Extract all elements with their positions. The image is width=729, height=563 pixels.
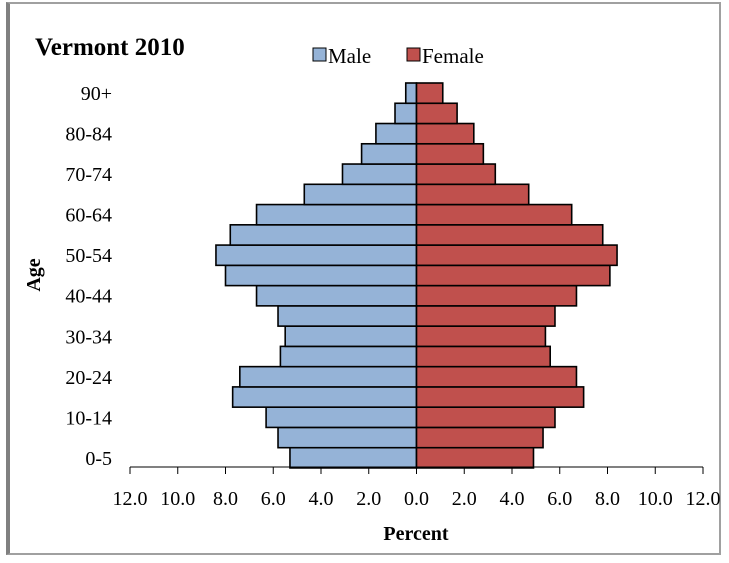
bar-female-5-9: [415, 426, 544, 449]
bar-male-25-29: [279, 345, 418, 368]
chart-title: Vermont 2010: [35, 34, 185, 61]
bar-female-90+: [415, 82, 444, 105]
bar-female-60-64: [415, 203, 573, 226]
x-tick-label: 10.0: [160, 488, 195, 510]
bar-male-70-74: [341, 163, 418, 186]
x-tick-label: 4.0: [500, 488, 525, 510]
y-tick-label: 20-24: [65, 367, 112, 389]
y-tick-labels: 0-5 10-14 20-24 30-34 40-44 50-54 60-64 70-74 80…: [65, 83, 112, 470]
legend: Male Female: [312, 44, 484, 68]
bar-male-30-34: [284, 325, 418, 348]
x-tick-label: 12.0: [113, 488, 148, 510]
bar-male-85-89: [394, 102, 418, 125]
bar-female-20-24: [415, 365, 578, 388]
x-tick-label: 8.0: [595, 488, 620, 510]
x-axis: 12.0 10.0 8.0 6.0 4.0 2.0 0.0 2.0 4.0 6.0 8.0 10.0 1…: [113, 466, 721, 510]
x-tick-label: 0.0: [404, 488, 429, 510]
bar-male-40-44: [255, 284, 418, 307]
x-tick-label: 2.0: [452, 488, 477, 510]
bar-female-0-5: [415, 446, 535, 469]
bar-male-35-39: [277, 305, 418, 327]
x-tick-label: 4.0: [309, 488, 334, 510]
bar-female-30-34: [415, 325, 547, 348]
bar-male-50-54: [215, 244, 418, 267]
y-axis-title: Age: [23, 258, 45, 291]
bar-female-70-74: [415, 163, 497, 186]
bar-female-50-54: [415, 244, 618, 267]
bar-male-5-9: [277, 426, 418, 449]
bar-male-65-69: [303, 183, 418, 206]
y-tick-label: 0-5: [85, 448, 112, 470]
y-tick-label: 90+: [81, 83, 112, 105]
bar-female-15-19: [415, 386, 585, 408]
bar-female-25-29: [415, 345, 551, 368]
x-tick-label: 2.0: [356, 488, 381, 510]
y-tick-label: 60-64: [65, 205, 112, 227]
bars-group: [215, 82, 618, 469]
y-tick-label: 70-74: [65, 164, 112, 186]
bar-male-90+: [404, 82, 418, 105]
y-tick-label: 10-14: [65, 407, 112, 429]
bar-male-80-84: [375, 122, 418, 145]
y-tick-label: 80-84: [65, 124, 112, 146]
bar-male-45-49: [224, 264, 418, 287]
bar-male-75-79: [360, 142, 418, 165]
bar-female-85-89: [415, 102, 458, 125]
y-tick-label: 30-34: [65, 326, 112, 348]
bar-female-80-84: [415, 122, 475, 145]
x-axis-title: Percent: [383, 523, 448, 545]
x-tick-label: 12.0: [686, 488, 721, 510]
y-tick-label: 50-54: [65, 245, 112, 267]
bar-male-60-64: [255, 203, 418, 226]
bar-female-45-49: [415, 264, 611, 287]
bar-male-55-59: [229, 224, 418, 246]
x-tick-label: 8.0: [213, 488, 238, 510]
legend-swatch-male: [312, 47, 327, 62]
bar-female-75-79: [415, 142, 485, 165]
bar-female-40-44: [415, 284, 578, 307]
legend-label-female: Female: [422, 44, 484, 68]
y-tick-label: 40-44: [65, 286, 112, 308]
bar-female-65-69: [415, 183, 530, 206]
bar-male-10-14: [265, 406, 418, 429]
bar-female-55-59: [415, 224, 604, 246]
x-tick-label: 6.0: [547, 488, 572, 510]
x-tick-label: 6.0: [261, 488, 286, 510]
legend-swatch-female: [406, 47, 421, 62]
legend-label-male: Male: [328, 44, 371, 68]
bar-male-0-5: [289, 446, 418, 469]
bar-male-15-19: [231, 386, 418, 408]
bar-male-20-24: [239, 365, 418, 388]
bar-female-10-14: [415, 406, 556, 429]
x-tick-label: 10.0: [638, 488, 673, 510]
bar-female-35-39: [415, 305, 556, 327]
